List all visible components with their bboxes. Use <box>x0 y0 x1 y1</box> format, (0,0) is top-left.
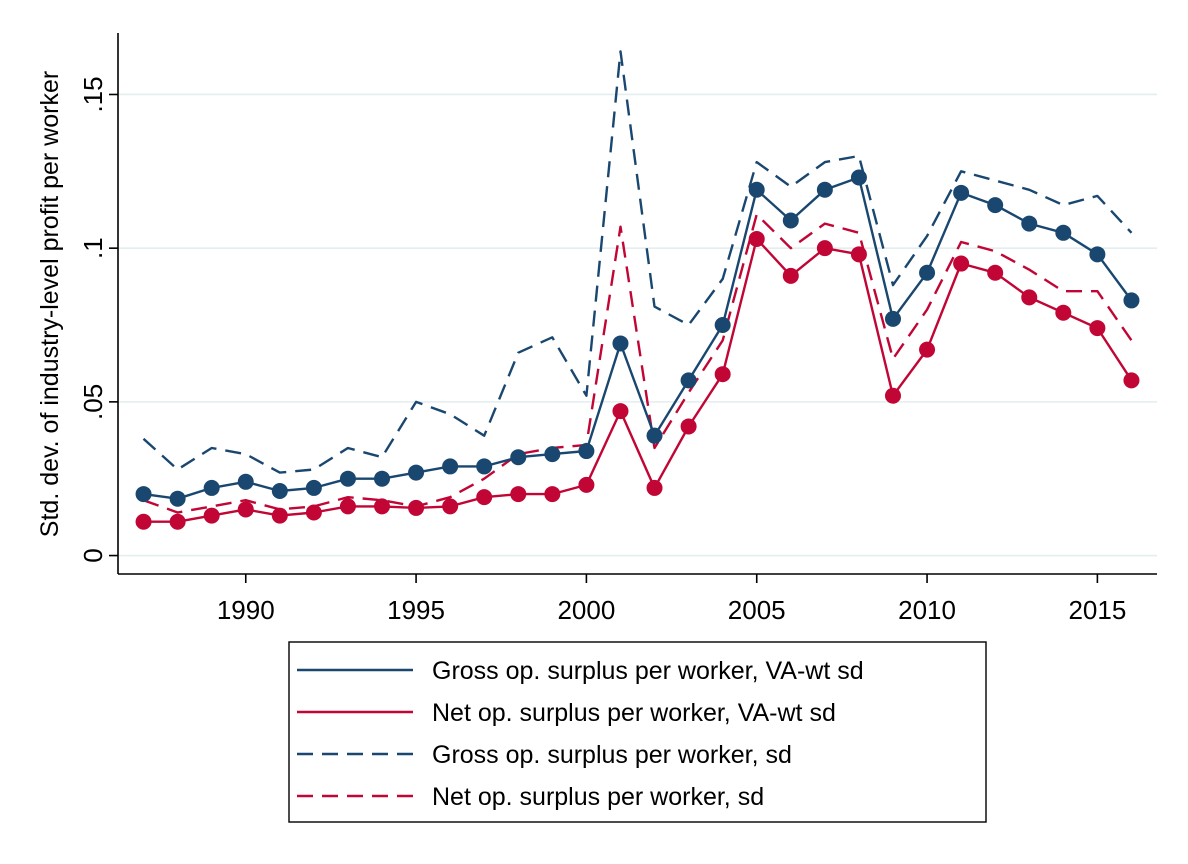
data-point <box>1089 246 1106 263</box>
data-point <box>1055 304 1072 321</box>
data-point <box>544 446 561 463</box>
data-point <box>374 470 391 487</box>
data-point <box>919 341 936 358</box>
data-point <box>135 486 152 503</box>
data-point <box>680 418 697 435</box>
y-tick-label: .1 <box>78 237 108 259</box>
data-point <box>203 479 220 496</box>
data-point <box>305 504 322 521</box>
data-point <box>510 486 527 503</box>
data-point <box>135 513 152 530</box>
data-point <box>646 427 663 444</box>
data-point <box>408 464 425 481</box>
y-tick-label: .15 <box>78 76 108 112</box>
series-line <box>143 237 1133 523</box>
series-line <box>143 213 1133 514</box>
data-point <box>748 230 765 247</box>
data-point <box>305 479 322 496</box>
data-point <box>816 181 833 198</box>
data-point <box>850 169 867 186</box>
y-axis-title: Std. dev. of industry-level profit per w… <box>36 71 64 537</box>
data-point <box>919 264 936 281</box>
data-point <box>850 246 867 263</box>
legend: Gross op. surplus per worker, VA-wt sd Ne… <box>288 641 987 823</box>
series-line <box>142 50 1133 474</box>
data-point <box>578 476 595 493</box>
data-point <box>476 458 493 475</box>
x-tick-label: 2005 <box>728 595 786 625</box>
data-point <box>203 507 220 524</box>
data-point <box>169 490 186 507</box>
y-tick-label: 0 <box>78 548 108 562</box>
data-point <box>680 372 697 389</box>
data-point <box>953 255 970 272</box>
data-point <box>169 513 186 530</box>
data-point <box>816 240 833 257</box>
data-point <box>953 184 970 201</box>
legend-label: Gross op. surplus per worker, VA-wt sd <box>432 657 864 685</box>
data-point <box>339 470 356 487</box>
data-point <box>374 498 391 515</box>
data-point <box>748 181 765 198</box>
data-point <box>544 486 561 503</box>
data-point <box>237 501 254 518</box>
data-point <box>782 212 799 229</box>
data-point <box>987 197 1004 214</box>
data-point <box>646 479 663 496</box>
data-point <box>510 449 527 466</box>
data-point <box>987 264 1004 281</box>
x-tick-label: 2015 <box>1068 595 1126 625</box>
data-point <box>1123 292 1140 309</box>
data-point <box>714 317 731 334</box>
data-point <box>237 473 254 490</box>
data-point <box>1021 215 1038 232</box>
data-point <box>884 387 901 404</box>
data-point <box>271 507 288 524</box>
data-point <box>442 458 459 475</box>
data-point <box>339 498 356 515</box>
data-point <box>714 366 731 383</box>
data-point <box>782 267 799 284</box>
x-tick-label: 1990 <box>217 595 275 625</box>
legend-label: Net op. surplus per worker, VA-wt sd <box>432 699 836 727</box>
data-point <box>612 403 629 420</box>
y-axis-ticks: 0 .05 .1 .15 <box>78 76 118 563</box>
data-point <box>612 335 629 352</box>
data-point <box>884 310 901 327</box>
data-point <box>476 489 493 506</box>
data-point <box>271 483 288 500</box>
legend-label: Net op. surplus per worker, sd <box>432 783 764 811</box>
data-point <box>408 499 425 516</box>
x-tick-label: 1995 <box>387 595 445 625</box>
data-point <box>1123 372 1140 389</box>
y-tick-label: .05 <box>78 384 108 420</box>
data-point <box>1055 224 1072 241</box>
x-tick-label: 2000 <box>557 595 615 625</box>
data-point <box>1089 320 1106 337</box>
x-axis-ticks: 1990 1995 2000 2005 2010 2015 <box>217 574 1126 625</box>
x-tick-label: 2010 <box>898 595 956 625</box>
data-point <box>578 443 595 460</box>
data-point <box>1021 289 1038 306</box>
gridlines <box>118 93 1157 557</box>
legend-box <box>288 641 987 823</box>
data-point <box>442 498 459 515</box>
series-lines <box>135 50 1140 530</box>
legend-label: Gross op. surplus per worker, sd <box>432 741 792 769</box>
